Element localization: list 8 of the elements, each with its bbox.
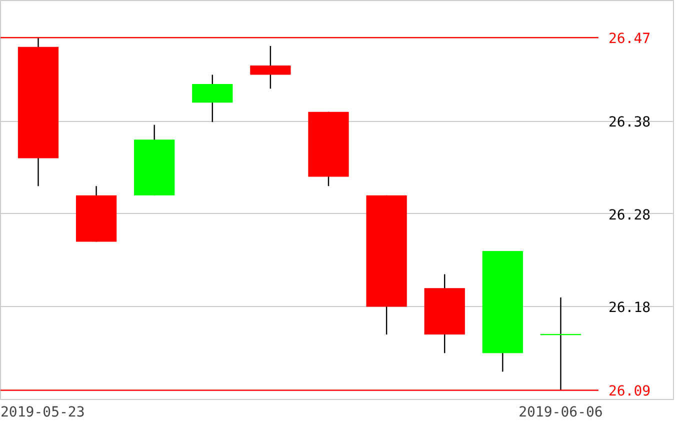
ref-line-label: 26.47 [608, 31, 651, 48]
y-tick-label: 26.38 [608, 114, 651, 131]
candlestick [540, 296, 582, 391]
y-tick-label: 26.18 [608, 300, 651, 316]
ref-line-label: 26.09 [608, 384, 651, 400]
x-tick-label: 2019-06-06 [518, 404, 603, 420]
y-tick-label: 26.28 [608, 207, 651, 224]
x-tick-label: 2019-05-23 [0, 404, 85, 420]
